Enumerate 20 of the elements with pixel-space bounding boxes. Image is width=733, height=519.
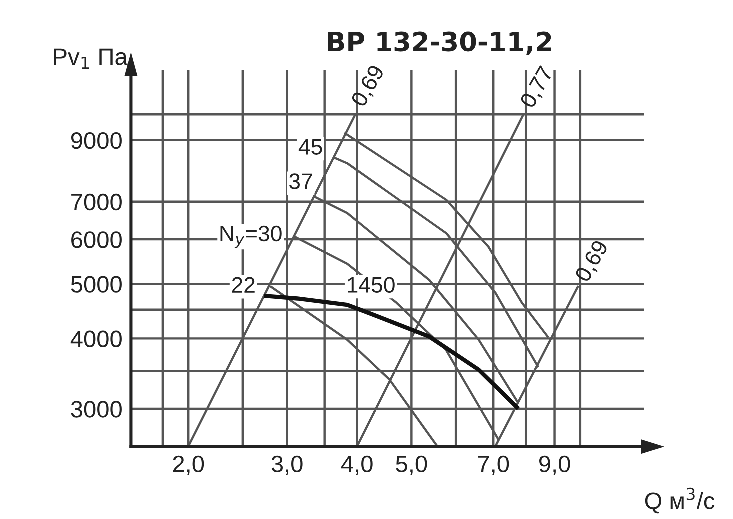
x-tick-label: 9,0	[539, 456, 570, 476]
annotation: N$_{y}$=30	[220, 226, 282, 248]
x-tick-label: 2,0	[173, 456, 204, 476]
y-tick-label: 4000	[70, 330, 122, 348]
x-tick-label: 3,0	[272, 456, 303, 476]
y-tick-label: 3000	[71, 401, 122, 418]
annotation: 1450	[348, 277, 395, 293]
y-tick-label: 6000	[72, 232, 122, 248]
annotation: 22	[232, 277, 255, 293]
x-tick-label: 5,0	[396, 456, 428, 476]
chart-title: ВР 132-30-11,2	[328, 32, 552, 56]
y-tick-label: 5000	[71, 276, 122, 293]
x-tick-label: 7,0	[478, 456, 510, 476]
annotation: 45	[298, 139, 322, 155]
annotation: 37	[289, 174, 312, 190]
y-tick-label: 9000	[71, 132, 122, 150]
x-tick-label: 4,0	[341, 456, 373, 476]
x-axis-title: Q м$^{3}$/с	[645, 488, 715, 514]
y-tick-label: 7000	[72, 194, 122, 211]
y-axis-title: Pv$_{1}$ Па	[54, 48, 128, 69]
